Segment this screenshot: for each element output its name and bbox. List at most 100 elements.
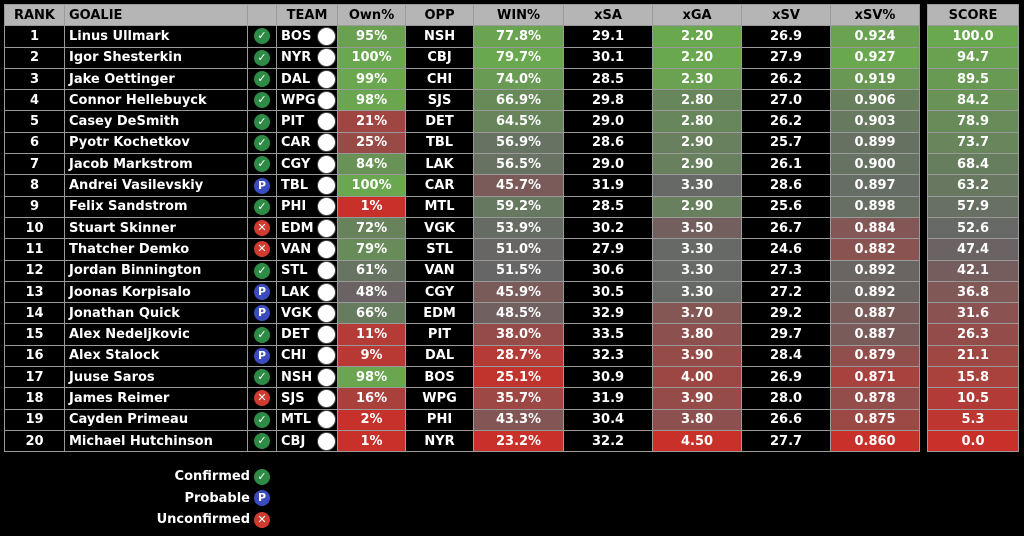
header-opp[interactable]: OPP [405, 3, 475, 27]
goalie-name[interactable]: Stuart Skinner [64, 216, 248, 240]
team-cell: CGY [275, 153, 316, 176]
goalie-name[interactable]: Felix Sandstrom [64, 195, 248, 218]
own-cell: 9% [337, 344, 407, 368]
table-row[interactable]: 13 Joonas Korpisalo P LAK 48% CGY 45.9% 30.5 3.3… [4, 280, 921, 304]
xsv-cell: 26.2 [741, 67, 832, 91]
goalie-name[interactable]: Juuse Saros [64, 366, 248, 389]
goalie-name[interactable]: Connor Hellebuyck [64, 89, 248, 112]
team-logo-icon [316, 197, 336, 217]
header-score[interactable]: SCORE [927, 3, 1019, 27]
table-row[interactable]: 19 Cayden Primeau ✓ MTL 2% PHI 43.3% 30.4 3.80 26… [4, 408, 921, 431]
team-logo-icon [316, 388, 336, 408]
score-cell: 0.0 [927, 429, 1019, 453]
table-row[interactable]: 14 Jonathan Quick P VGK 66% EDM 48.5% 32.9 3.70 2… [4, 302, 921, 325]
header-goalie[interactable]: GOALIE [64, 3, 248, 27]
header-team[interactable]: TEAM [275, 3, 339, 27]
table-row[interactable]: 17 Juuse Saros ✓ NSH 98% BOS 25.1% 30.9 4.00 26.9… [4, 366, 921, 389]
win-cell: 64.5% [473, 110, 565, 133]
xga-cell: 3.30 [652, 259, 743, 282]
goalie-rankings-table: RANK GOALIE TEAM Own% OPP WIN% xSA xGA x… [4, 3, 921, 453]
table-row[interactable]: 7 Jacob Markstrom ✓ CGY 84% LAK 56.5% 29.0 2.90 2… [4, 153, 921, 176]
score-cell: 57.9 [927, 195, 1019, 218]
team-logo-icon [316, 90, 336, 110]
table-row[interactable]: 18 James Reimer ✕ SJS 16% WPG 35.7% 31.9 3.90 28.… [4, 387, 921, 410]
team-cell: DET [275, 323, 316, 346]
table-row[interactable]: 6 Pyotr Kochetkov ✓ CAR 25% TBL 56.9% 28.6 2.90 2… [4, 131, 921, 155]
table-row[interactable]: 3 Jake Oettinger ✓ DAL 99% CHI 74.0% 28.5 2.30 26… [4, 67, 921, 91]
opp-cell: DAL [405, 344, 475, 368]
confirmed-status-icon: ✓ [254, 156, 270, 173]
header-xsv[interactable]: xSV [741, 3, 832, 27]
team-logo-cell [315, 216, 339, 240]
status-cell: ✓ [247, 323, 277, 346]
table-row[interactable]: 16 Alex Stalock P CHI 9% DAL 28.7% 32.3 3.90 28.4… [4, 344, 921, 368]
header-own[interactable]: Own% [337, 3, 407, 27]
header-xsa[interactable]: xSA [563, 3, 654, 27]
team-logo-icon [316, 325, 336, 345]
header-xsvp[interactable]: xSV% [830, 3, 921, 27]
team-logo-cell [315, 174, 339, 197]
xsa-cell: 30.4 [563, 408, 654, 431]
own-cell: 98% [337, 89, 407, 112]
xsv-cell: 28.6 [741, 174, 832, 197]
xsa-cell: 29.8 [563, 89, 654, 112]
xsa-cell: 32.2 [563, 429, 654, 453]
xsvp-cell: 0.898 [830, 195, 921, 218]
table-row[interactable]: 8 Andrei Vasilevskiy P TBL 100% CAR 45.7% 31.9 3… [4, 174, 921, 197]
table-row[interactable]: 1 Linus Ullmark ✓ BOS 95% NSH 77.8% 29.1 2.20 26.… [4, 25, 921, 48]
table-row[interactable]: 12 Jordan Binnington ✓ STL 61% VAN 51.5% 30.6 3.… [4, 259, 921, 282]
goalie-name[interactable]: Andrei Vasilevskiy [64, 174, 248, 197]
score-row: 73.7 [927, 131, 1019, 155]
table-row[interactable]: 10 Stuart Skinner ✕ EDM 72% VGK 53.9% 30.2 3.50 2… [4, 216, 921, 240]
table-row[interactable]: 11 Thatcher Demko ✕ VAN 79% STL 51.0% 27.9 3.30 2… [4, 238, 921, 261]
status-cell: P [247, 280, 277, 304]
score-cell: 84.2 [927, 89, 1019, 112]
xsa-cell: 30.9 [563, 366, 654, 389]
goalie-name[interactable]: Jonathan Quick [64, 302, 248, 325]
goalie-name[interactable]: Alex Stalock [64, 344, 248, 368]
team-cell: VGK [275, 302, 316, 325]
header-rank[interactable]: RANK [4, 3, 65, 27]
goalie-name[interactable]: James Reimer [64, 387, 248, 410]
table-row[interactable]: 20 Michael Hutchinson ✓ CBJ 1% NYR 23.2% 32.2 4.… [4, 429, 921, 453]
header-win[interactable]: WIN% [473, 3, 565, 27]
goalie-name[interactable]: Jacob Markstrom [64, 153, 248, 176]
score-row: 63.2 [927, 174, 1019, 197]
xga-cell: 2.20 [652, 25, 743, 48]
goalie-name[interactable]: Alex Nedeljkovic [64, 323, 248, 346]
goalie-name[interactable]: Casey DeSmith [64, 110, 248, 133]
score-row: 26.3 [927, 323, 1019, 346]
goalie-name[interactable]: Jake Oettinger [64, 67, 248, 91]
xsvp-cell: 0.924 [830, 25, 921, 48]
opp-cell: MTL [405, 195, 475, 218]
table-row[interactable]: 2 Igor Shesterkin ✓ NYR 100% CBJ 79.7% 30.1 2.20… [4, 46, 921, 69]
team-cell: VAN [275, 238, 316, 261]
header-xga[interactable]: xGA [652, 3, 743, 27]
table-row[interactable]: 15 Alex Nedeljkovic ✓ DET 11% PIT 38.0% 33.5 3.8… [4, 323, 921, 346]
confirmed-status-icon: ✓ [254, 411, 270, 428]
xsv-cell: 25.6 [741, 195, 832, 218]
team-logo-icon [316, 133, 336, 153]
goalie-name[interactable]: Igor Shesterkin [64, 46, 248, 69]
team-logo-icon [316, 69, 336, 89]
goalie-name[interactable]: Thatcher Demko [64, 238, 248, 261]
team-cell: CBJ [275, 429, 316, 453]
table-row[interactable]: 5 Casey DeSmith ✓ PIT 21% DET 64.5% 29.0 2.80 26.… [4, 110, 921, 133]
goalie-name[interactable]: Linus Ullmark [64, 25, 248, 48]
xsv-cell: 29.2 [741, 302, 832, 325]
goalie-name[interactable]: Joonas Korpisalo [64, 280, 248, 304]
goalie-name[interactable]: Pyotr Kochetkov [64, 131, 248, 155]
win-cell: 53.9% [473, 216, 565, 240]
table-row[interactable]: 9 Felix Sandstrom ✓ PHI 1% MTL 59.2% 28.5 2.90 25… [4, 195, 921, 218]
confirmed-status-icon: ✓ [254, 92, 270, 109]
xsv-cell: 27.0 [741, 89, 832, 112]
table-row[interactable]: 4 Connor Hellebuyck ✓ WPG 98% SJS 66.9% 29.8 2.8… [4, 89, 921, 112]
team-logo-cell [315, 259, 339, 282]
goalie-name[interactable]: Jordan Binnington [64, 259, 248, 282]
goalie-name[interactable]: Cayden Primeau [64, 408, 248, 431]
legend-item-unconfirmed: Unconfirmed ✕ [150, 509, 270, 531]
goalie-name[interactable]: Michael Hutchinson [64, 429, 248, 453]
xsa-cell: 33.5 [563, 323, 654, 346]
xga-cell: 3.30 [652, 238, 743, 261]
xga-cell: 3.80 [652, 323, 743, 346]
